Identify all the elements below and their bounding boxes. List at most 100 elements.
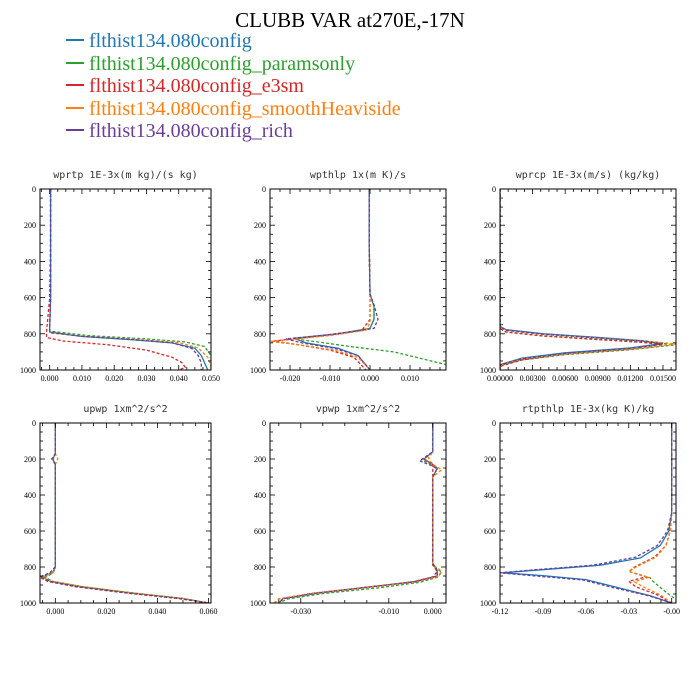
series-line-2 <box>627 423 676 603</box>
x-tick-label: -0.010 <box>320 374 341 383</box>
series-line-5 <box>278 423 439 603</box>
series-line-2 <box>278 423 443 603</box>
legend-entry-3: flthist134.080config_e3sm <box>66 75 401 98</box>
series-line-1 <box>293 189 375 370</box>
series-line-2 <box>43 423 209 603</box>
plot-frame <box>499 422 677 604</box>
y-tick-label: 1000 <box>20 366 36 375</box>
plot-frame <box>269 422 447 604</box>
y-tick-label: 1000 <box>480 599 496 608</box>
panel-title: vpwp 1xm^2/s^2 <box>316 404 400 415</box>
legend-entry-2: flthist134.080config_paramsonly <box>66 53 401 76</box>
y-tick-label: 800 <box>254 563 266 572</box>
x-tick-label: -0.03 <box>620 607 637 616</box>
series-line-2 <box>500 189 674 370</box>
panel-6: rtpthlp 1E-3x(kg K)/kg02004006008001000-… <box>480 404 680 616</box>
x-tick-label: -0.030 <box>290 607 311 616</box>
y-tick-label: 800 <box>484 330 496 339</box>
y-tick-label: 0 <box>492 419 496 428</box>
series-line-3 <box>627 423 673 603</box>
x-tick-label: 0.040 <box>170 374 188 383</box>
legend-label: flthist134.080config <box>89 30 252 52</box>
panel-5: vpwp 1xm^2/s^2 0 200 400 600 800 1000 -0.030 -0.… <box>250 404 447 616</box>
y-tick-label: 400 <box>24 491 36 500</box>
panel-title: wprtp 1E-3x(m kg)/(s kg) <box>53 170 198 181</box>
panel-2: wpthlp 1x(m K)/s 0 200 400 600 800 1000 -0.020 -… <box>250 170 447 383</box>
x-tick-label: 0.000 <box>361 374 379 383</box>
series-line-3 <box>40 423 209 603</box>
plot-frame <box>39 188 212 371</box>
panel-3: wprcp 1E-3x(m/s) (kg/kg) 0 200 400 600 800 100… <box>480 170 677 383</box>
y-tick-label: 600 <box>254 294 266 303</box>
series-line-1 <box>500 189 661 370</box>
x-tick-label: 0.060 <box>199 607 217 616</box>
legend-label: flthist134.080config_paramsonly <box>89 52 356 75</box>
y-tick-label: 0 <box>32 185 36 194</box>
series-line-3 <box>273 189 371 370</box>
x-tick-label: 0.00600 <box>552 374 578 383</box>
x-tick-label: -0.12 <box>492 607 509 616</box>
series-line-1 <box>278 423 439 603</box>
legend-swatch-icon <box>66 129 84 132</box>
legend-entry-5: flthist134.080config_rich <box>66 120 401 143</box>
legend-swatch-icon <box>66 106 84 109</box>
legend-label: flthist134.080config_rich <box>89 120 293 142</box>
x-tick-label: 0.000 <box>46 607 64 616</box>
x-tick-label: -0.010 <box>378 607 399 616</box>
y-tick-label: 200 <box>24 221 36 230</box>
legend-label: flthist134.080config_e3sm <box>89 75 304 97</box>
y-tick-label: 400 <box>254 491 266 500</box>
y-tick-label: 200 <box>24 455 36 464</box>
x-tick-label: 0.020 <box>105 374 123 383</box>
y-tick-label: 200 <box>484 221 496 230</box>
series-line-5 <box>500 423 673 603</box>
x-tick-label: 0.00000 <box>487 374 513 383</box>
y-tick-label: 600 <box>254 527 266 536</box>
series-line-5 <box>40 423 209 603</box>
legend-label: flthist134.080config_smoothHeaviside <box>89 97 401 120</box>
x-tick-label: 0.050 <box>202 374 220 383</box>
series-line-2 <box>49 189 211 370</box>
x-tick-label: 0.00900 <box>585 374 611 383</box>
x-tick-label: 0.000 <box>41 374 59 383</box>
series-line-3 <box>45 189 187 370</box>
y-tick-label: 600 <box>24 294 36 303</box>
y-tick-label: 0 <box>492 185 496 194</box>
x-tick-label: -0.020 <box>280 374 301 383</box>
x-tick-label: 0.010 <box>401 374 419 383</box>
x-tick-label: 0.01200 <box>617 374 643 383</box>
series-line-5 <box>49 189 202 370</box>
y-tick-label: 600 <box>484 527 496 536</box>
y-tick-label: 600 <box>484 294 496 303</box>
legend-swatch-icon <box>66 61 84 64</box>
series-line-4 <box>49 189 211 370</box>
series-line-1 <box>49 189 209 370</box>
legend-swatch-icon <box>66 84 84 87</box>
legend-swatch-icon <box>66 39 84 42</box>
x-tick-label: 0.00300 <box>520 374 546 383</box>
panel-1: wprtp 1E-3x(m kg)/(s kg) 0 200 400 600 800 100… <box>20 170 220 383</box>
y-tick-label: 200 <box>254 221 266 230</box>
y-tick-label: 800 <box>24 330 36 339</box>
y-tick-label: 1000 <box>480 366 496 375</box>
series-line-3 <box>500 189 664 370</box>
x-tick-label: 0.030 <box>137 374 155 383</box>
y-tick-label: 600 <box>24 527 36 536</box>
x-tick-label: 0.01500 <box>650 374 676 383</box>
legend: flthist134.080config flthist134.080confi… <box>66 30 401 143</box>
series-line-4 <box>41 423 209 603</box>
y-tick-label: 0 <box>32 419 36 428</box>
y-tick-label: 400 <box>254 257 266 266</box>
x-tick-label: 0.010 <box>73 374 91 383</box>
series-line-3 <box>273 423 439 603</box>
chart-title: CLUBB VAR at270E,-17N <box>235 8 465 32</box>
legend-entry-1: flthist134.080config <box>66 30 401 53</box>
y-tick-label: 800 <box>24 563 36 572</box>
plot-frame <box>269 188 447 371</box>
y-tick-label: 1000 <box>250 599 266 608</box>
y-tick-label: 400 <box>24 257 36 266</box>
y-tick-label: 400 <box>484 257 496 266</box>
x-tick-label: 0.020 <box>97 607 115 616</box>
series-line-1 <box>41 423 209 603</box>
